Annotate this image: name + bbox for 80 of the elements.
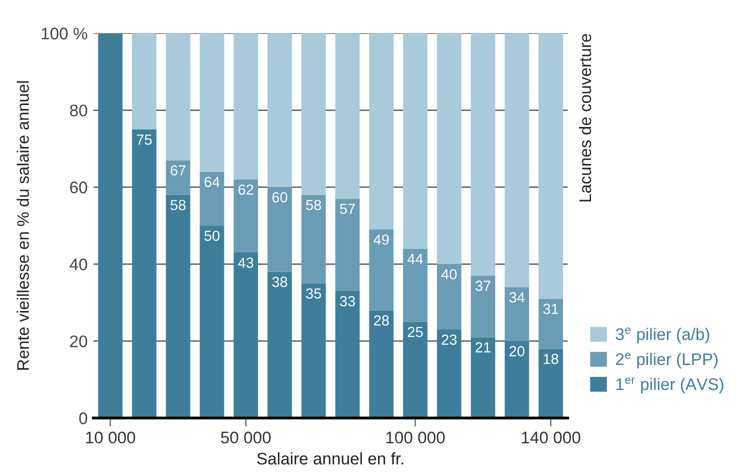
legend-label: 3$^{e}$ pilier (a/b): [616, 328, 710, 344]
bar: [470, 276, 496, 338]
bar: [470, 337, 496, 418]
data-label: 50: [204, 230, 220, 241]
y-tick-label: 20: [70, 335, 88, 348]
bar: [132, 129, 156, 418]
bar: [98, 33, 123, 418]
legend-label: 1$^{er}$ pilier (AVS): [616, 378, 724, 394]
bar: [504, 287, 530, 342]
bar: [268, 272, 292, 418]
data-label: 43: [238, 258, 254, 268]
annotation: 60: [272, 192, 288, 202]
annotation: 62: [238, 184, 254, 195]
x-tick-label: 100 000: [386, 432, 445, 444]
bar: [504, 33, 530, 288]
annotation: 34: [509, 292, 525, 303]
annotation: 44: [407, 254, 423, 264]
bar: [403, 322, 428, 418]
annotation: 37: [475, 280, 490, 291]
bar: [470, 33, 496, 276]
bar: [436, 264, 462, 330]
bar: [403, 33, 428, 249]
bar: [166, 194, 190, 418]
bar: [234, 33, 258, 180]
x-axis-title: Salaire annuel en fr.: [257, 452, 404, 465]
bar: [268, 187, 292, 272]
text: Lacunes de couverture: [578, 34, 592, 202]
bar: [436, 330, 462, 418]
annotation: 67: [170, 165, 186, 176]
bar: [335, 33, 360, 199]
bar: [369, 229, 394, 310]
annotation: 40: [441, 269, 457, 280]
annotation: 58: [306, 200, 322, 210]
data-label: 35: [306, 288, 322, 299]
legend-label: 2$^{e}$ pilier (LPP): [616, 352, 718, 368]
bar: [200, 33, 224, 172]
data-label: 25: [408, 326, 423, 338]
bar: [538, 298, 563, 349]
bar: [301, 283, 326, 418]
bar: [538, 33, 563, 299]
annotation: 49: [374, 234, 389, 245]
bar: [132, 33, 156, 130]
bar: [166, 160, 190, 195]
data-label: 20: [510, 346, 524, 356]
y-tick-label: 100 %: [42, 28, 88, 40]
data-label: 75: [136, 134, 152, 145]
x-tick-label: 140 000: [522, 432, 580, 444]
y-tick-label: 40: [70, 258, 88, 270]
y-tick-label: 0: [79, 412, 88, 424]
data-label: 38: [272, 276, 288, 288]
bar: [538, 348, 563, 418]
data-label: 21: [476, 342, 490, 352]
bar: [436, 33, 462, 264]
y-tick-label: 80: [70, 104, 88, 116]
bar: [166, 33, 190, 160]
data-label: 18: [544, 354, 558, 364]
bar: [301, 194, 326, 284]
bar: [335, 291, 360, 418]
bar: [234, 252, 258, 418]
annotation: 31: [543, 304, 558, 314]
bar: [369, 310, 394, 418]
bar: [335, 198, 360, 292]
data-label: 28: [374, 315, 389, 326]
bar: [504, 341, 530, 418]
bar: [200, 226, 224, 418]
annotation: 64: [204, 176, 220, 188]
bar: [234, 179, 258, 253]
y-tick-label: 60: [70, 182, 88, 194]
bar: [268, 33, 292, 188]
bar: [301, 33, 326, 195]
data-label: 33: [340, 296, 355, 306]
y-axis-title: Rente vieillesse en % du salaire annuel: [16, 81, 29, 370]
x-tick-label: 10 000: [86, 432, 136, 444]
data-label: 58: [170, 200, 186, 210]
x-tick-label: 50 000: [221, 432, 271, 444]
data-label: 23: [442, 334, 457, 345]
bar: [369, 33, 394, 230]
bar: [403, 248, 428, 322]
annotation: 57: [340, 204, 355, 214]
bar: [200, 172, 224, 226]
